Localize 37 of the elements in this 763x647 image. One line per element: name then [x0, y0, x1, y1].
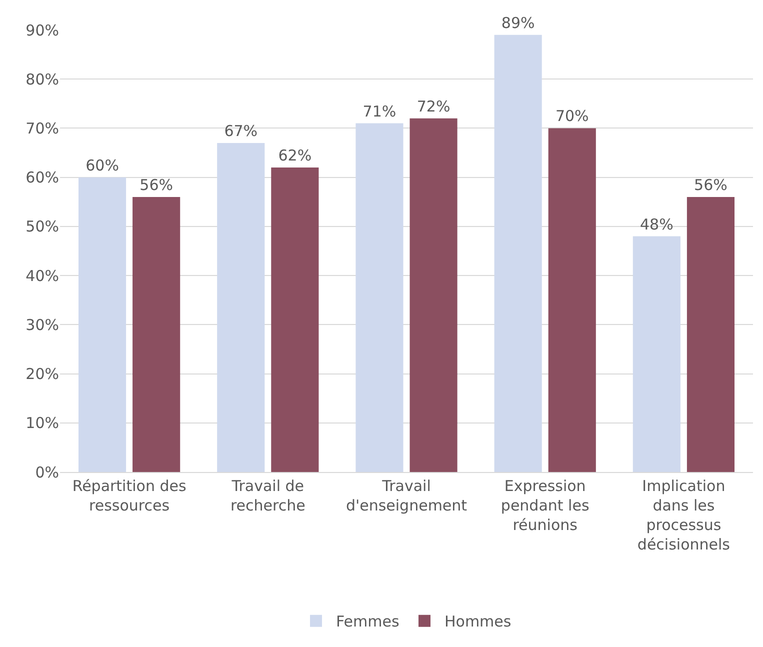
- x-tick-label: Travail d'enseignement: [346, 477, 468, 514]
- bar: [548, 128, 596, 472]
- bar: [217, 142, 265, 472]
- bar: [78, 177, 126, 472]
- y-tick-label: 50%: [26, 218, 59, 236]
- x-tick-label: Expression pendant les réunions: [500, 477, 590, 534]
- x-tick-label: Répartition des ressources: [72, 477, 186, 514]
- legend-label: Femmes: [336, 612, 400, 631]
- y-tick-label: 30%: [26, 316, 59, 334]
- bar: [494, 34, 542, 472]
- bar: [132, 196, 180, 472]
- data-label: 89%: [501, 14, 535, 32]
- data-label: 60%: [86, 156, 119, 174]
- data-label: 70%: [555, 107, 589, 126]
- bar: [686, 196, 735, 472]
- x-tick-label: Travail de recherche: [230, 477, 306, 514]
- y-tick-label: 90%: [26, 21, 59, 40]
- data-label: 72%: [416, 97, 450, 116]
- bar: [410, 118, 458, 472]
- y-tick-label: 40%: [26, 266, 59, 285]
- data-label: 67%: [224, 122, 258, 140]
- y-tick-label: 80%: [26, 70, 59, 88]
- data-label: 71%: [362, 102, 396, 120]
- y-tick-label: 10%: [26, 414, 59, 432]
- bar: [632, 236, 680, 472]
- y-tick-label: 20%: [26, 365, 59, 384]
- y-tick-label: 60%: [26, 168, 59, 187]
- y-tick-label: 0%: [35, 463, 59, 482]
- data-label: 48%: [640, 215, 674, 234]
- x-tick-label: Implication dans les processus décisionnels: [637, 477, 730, 554]
- bar: [271, 168, 319, 472]
- data-label: 62%: [278, 146, 312, 165]
- legend-label: Hommes: [444, 612, 512, 631]
- data-label: 56%: [694, 176, 728, 194]
- bar: [356, 123, 404, 472]
- data-label: 56%: [140, 176, 173, 194]
- y-tick-label: 70%: [26, 119, 59, 138]
